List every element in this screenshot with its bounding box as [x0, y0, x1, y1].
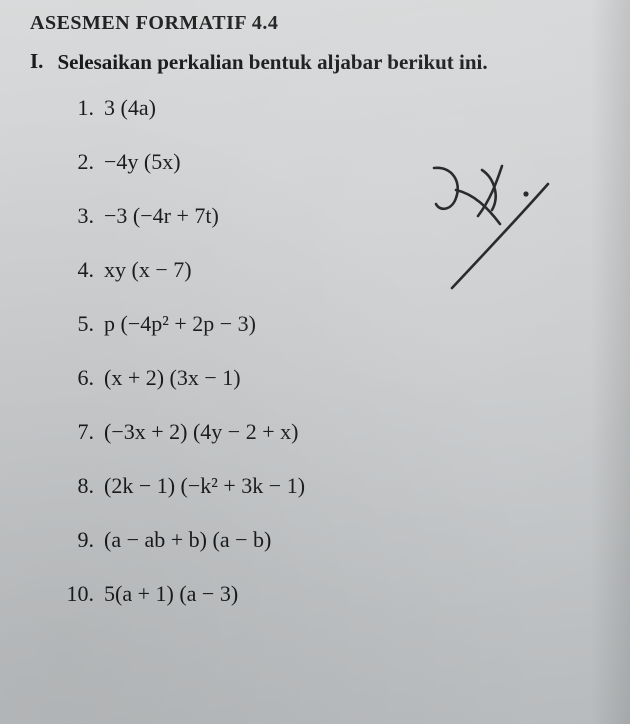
- problem-number: 2.: [60, 149, 94, 175]
- problem-number: 3.: [60, 203, 94, 229]
- problem-item: 2. −4y (5x): [60, 149, 602, 175]
- problem-number: 1.: [60, 95, 94, 121]
- problem-number: 4.: [60, 257, 94, 283]
- problem-expression: 5(a + 1) (a − 3): [104, 581, 238, 607]
- problem-list: 1. 3 (4a) 2. −4y (5x) 3. −3 (−4r + 7t) 4…: [60, 95, 602, 607]
- problem-item: 8. (2k − 1) (−k² + 3k − 1): [60, 473, 602, 499]
- problem-item: 1. 3 (4a): [60, 95, 602, 121]
- problem-item: 6. (x + 2) (3x − 1): [60, 365, 602, 391]
- problem-item: 4. xy (x − 7): [60, 257, 602, 283]
- assessment-title: ASESMEN FORMATIF 4.4: [30, 12, 602, 35]
- problem-expression: (2k − 1) (−k² + 3k − 1): [104, 473, 305, 499]
- problem-expression: (x + 2) (3x − 1): [104, 365, 241, 391]
- problem-item: 9. (a − ab + b) (a − b): [60, 527, 602, 553]
- problem-number: 7.: [60, 419, 94, 445]
- problem-number: 8.: [60, 473, 94, 499]
- problem-number: 9.: [60, 527, 94, 553]
- problem-item: 5. p (−4p² + 2p − 3): [60, 311, 602, 337]
- problem-number: 5.: [60, 311, 94, 337]
- problem-number: 6.: [60, 365, 94, 391]
- problem-expression: −3 (−4r + 7t): [104, 203, 219, 229]
- problem-expression: p (−4p² + 2p − 3): [104, 311, 256, 337]
- problem-item: 7. (−3x + 2) (4y − 2 + x): [60, 419, 602, 445]
- problem-number: 10.: [60, 581, 94, 607]
- section-heading: I. Selesaikan perkalian bentuk aljabar b…: [30, 49, 602, 75]
- problem-item: 10. 5(a + 1) (a − 3): [60, 581, 602, 607]
- section-roman-numeral: I.: [30, 49, 43, 75]
- problem-expression: 3 (4a): [104, 95, 156, 121]
- problem-expression: (a − ab + b) (a − b): [104, 527, 271, 553]
- problem-item: 3. −3 (−4r + 7t): [60, 203, 602, 229]
- section-prompt: Selesaikan perkalian bentuk aljabar beri…: [57, 49, 487, 75]
- problem-expression: (−3x + 2) (4y − 2 + x): [104, 419, 298, 445]
- problem-expression: xy (x − 7): [104, 257, 192, 283]
- problem-expression: −4y (5x): [104, 149, 181, 175]
